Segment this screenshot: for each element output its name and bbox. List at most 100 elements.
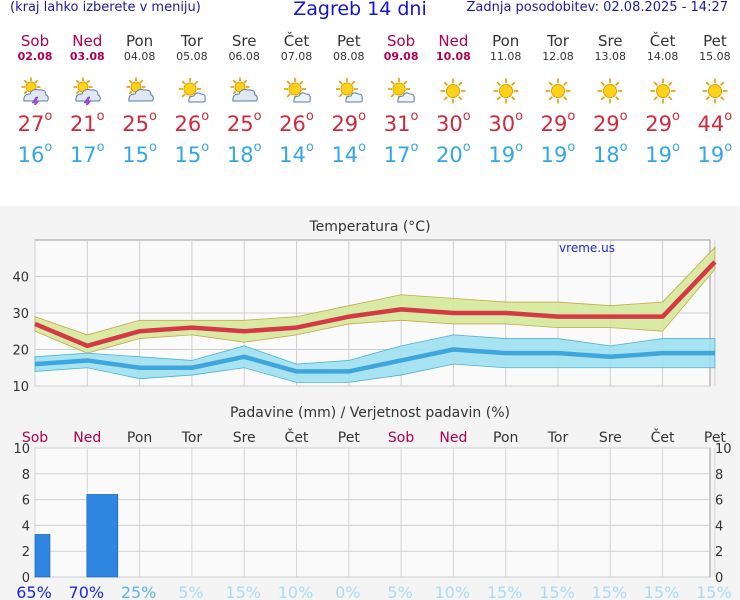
- max-temperature-line: [34, 260, 717, 349]
- min-temperature: 19o: [488, 140, 524, 167]
- precipitation-probability: 5%: [387, 583, 412, 600]
- page-title: Zagreb 14 dni: [293, 0, 427, 20]
- x-tick-label: Sob: [22, 430, 48, 446]
- day-name: Sre: [231, 32, 257, 50]
- day-date: 07.08: [280, 50, 313, 63]
- y-tick-label: 10: [12, 380, 29, 395]
- sun-small-cloud-icon: [283, 78, 311, 103]
- max-temperature: 29o: [540, 109, 576, 136]
- max-temperature: 29o: [331, 109, 367, 136]
- min-temperature: 19o: [697, 140, 733, 167]
- precipitation-probability: 15%: [592, 583, 628, 600]
- precipitation-probability: 15%: [487, 583, 523, 600]
- y-tick-label-left: 6: [22, 494, 30, 509]
- day-date: 03.08: [69, 50, 105, 63]
- x-tick-label: Ned: [439, 430, 467, 446]
- x-tick-label: Tor: [547, 430, 569, 446]
- day-date: 13.08: [594, 50, 627, 63]
- day-name: Sre: [598, 32, 623, 50]
- day-date: 11.08: [489, 50, 522, 63]
- x-tick-label: Čet: [285, 428, 309, 446]
- day-column: Sre 13.08 29o 18o: [584, 32, 636, 168]
- min-temperature: 14o: [331, 140, 367, 167]
- y-tick-label-right: 4: [715, 519, 723, 534]
- x-tick-label: Ned: [73, 430, 101, 446]
- y-tick-label-left: 10: [13, 442, 30, 457]
- max-temperature: 26o: [174, 109, 210, 136]
- day-date: 09.08: [383, 50, 419, 63]
- precipitation-probability: 15%: [539, 583, 575, 600]
- sun-icon: [440, 78, 466, 104]
- precipitation-probability: 10%: [435, 583, 471, 600]
- min-temperature: 19o: [645, 140, 680, 167]
- sun-icon: [702, 78, 728, 104]
- day-name: Pet: [703, 32, 727, 50]
- x-tick-label: Tor: [181, 430, 203, 446]
- day-column: Pon 04.08 25o 15o: [114, 32, 166, 168]
- x-tick-label: Pet: [338, 430, 361, 446]
- x-tick-label: Pon: [127, 430, 152, 446]
- max-temperature: 31o: [383, 109, 419, 136]
- day-date: 15.08: [699, 50, 731, 63]
- precipitation-probability: 0%: [335, 583, 360, 600]
- day-column: Sre 06.08 25o 18o: [218, 32, 270, 168]
- min-temperature: 17o: [383, 140, 419, 167]
- day-column: Čet 07.08 26o 14o: [271, 32, 323, 168]
- y-tick-label-right: 8: [715, 468, 723, 483]
- max-temperature: 21o: [69, 109, 105, 136]
- day-column: Čet 14.08 29o 19o: [637, 33, 689, 168]
- x-tick-label: Pet: [704, 430, 727, 446]
- day-name: Čet: [283, 32, 310, 50]
- y-tick-label-left: 2: [22, 545, 30, 560]
- location-hint: (kraj lahko izberete v meniju): [10, 0, 201, 15]
- sun-icon: [597, 78, 623, 104]
- min-temperature: 16o: [17, 140, 53, 167]
- day-name: Pon: [125, 32, 154, 50]
- day-column: Sob 02.08 27o 16o: [9, 33, 61, 168]
- min-temperature: 18o: [226, 140, 262, 167]
- precipitation-plot-area: [34, 447, 711, 578]
- max-temperature: 30o: [436, 109, 471, 136]
- day-date: 06.08: [228, 50, 260, 63]
- precipitation-chart: Sob Ned Pon Tor Sre Čet Pet Sob Ned Pon Tor Sre Čet P…: [13, 428, 732, 600]
- day-date: 10.08: [435, 50, 471, 63]
- precipitation-probability: 65%: [16, 583, 52, 600]
- max-temperature: 25o: [226, 109, 262, 136]
- max-temperature: 44o: [697, 109, 733, 136]
- y-tick-label-right: 0: [715, 571, 723, 586]
- y-tick-label-right: 10: [715, 442, 732, 457]
- day-name: Tor: [180, 32, 203, 50]
- precipitation-probability: 25%: [121, 583, 157, 600]
- day-name: Pet: [336, 32, 361, 50]
- max-temperature: 29o: [645, 109, 680, 136]
- max-temperature: 29o: [592, 109, 628, 136]
- y-tick-label-left: 0: [22, 571, 30, 586]
- min-temperature-range-band: [34, 334, 716, 383]
- precipitation-probability: 70%: [69, 583, 105, 600]
- y-tick-label-right: 6: [715, 494, 723, 509]
- min-temperature: 15o: [122, 140, 157, 167]
- day-date: 04.08: [123, 50, 156, 63]
- precipitation-bar: [34, 534, 51, 578]
- day-date: 14.08: [646, 50, 679, 63]
- precipitation-probability: 5%: [178, 583, 203, 600]
- sun-icon: [545, 78, 571, 104]
- temperature-chart: 10 20 30 40 vreme.us: [12, 239, 717, 395]
- min-temperature: 18o: [592, 140, 628, 167]
- day-column: Pet 15.08 44o 19o: [689, 32, 740, 168]
- day-column: Tor 12.08 29o 19o: [532, 33, 584, 168]
- precipitation-probability: 15%: [696, 583, 732, 600]
- max-temperature: 30o: [488, 109, 524, 136]
- y-tick-label-right: 2: [715, 545, 723, 560]
- x-tick-label: Sre: [599, 430, 622, 446]
- precipitation-bar: [86, 494, 119, 578]
- day-date: 12.08: [542, 50, 574, 63]
- precipitation-probability: 15%: [644, 583, 680, 600]
- y-tick-label-left: 4: [22, 519, 30, 534]
- day-name: Pon: [492, 32, 520, 50]
- last-update: Zadnja posodobitev: 02.08.2025 - 14:27: [466, 0, 728, 15]
- sun-small-cloud-icon: [335, 78, 363, 103]
- day-column: Ned 03.08 21o 17o: [61, 33, 113, 168]
- sun-cloud-icon: [230, 77, 258, 102]
- min-temperature: 15o: [174, 140, 210, 167]
